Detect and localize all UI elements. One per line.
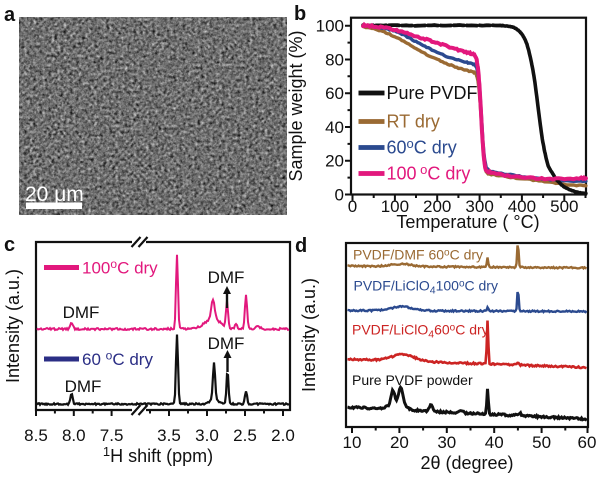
svg-text:40: 40 <box>485 433 504 452</box>
svg-text:60 oC dry: 60 oC dry <box>82 348 153 369</box>
svg-text:DMF: DMF <box>208 334 245 353</box>
svg-text:d: d <box>295 235 307 257</box>
svg-text:60: 60 <box>325 84 344 103</box>
svg-text:20: 20 <box>390 433 409 452</box>
svg-text:60: 60 <box>578 433 597 452</box>
svg-text:20: 20 <box>325 152 344 171</box>
svg-text:0: 0 <box>348 197 357 216</box>
svg-text:500: 500 <box>550 197 578 216</box>
svg-text:b: b <box>294 3 306 25</box>
svg-text:RT dry: RT dry <box>387 112 440 132</box>
svg-text:8.0: 8.0 <box>62 426 86 445</box>
svg-text:3.5: 3.5 <box>157 426 181 445</box>
svg-text:DMF: DMF <box>63 303 100 322</box>
svg-text:100: 100 <box>316 17 344 36</box>
svg-text:PVDF/LiClO4​100o​C dry: PVDF/LiClO4​100o​C dry <box>354 278 498 297</box>
svg-text:8.5: 8.5 <box>24 426 48 445</box>
svg-text:40: 40 <box>325 118 344 137</box>
svg-text:Sample weight (%): Sample weight (%) <box>286 30 306 181</box>
svg-text:7.5: 7.5 <box>100 426 124 445</box>
svg-text:DMF: DMF <box>208 268 245 287</box>
svg-text:3.0: 3.0 <box>195 426 219 445</box>
svg-text:200: 200 <box>423 197 451 216</box>
svg-text:2θ (degree): 2θ (degree) <box>420 453 513 473</box>
svg-text:2.0: 2.0 <box>271 426 295 445</box>
svg-text:300: 300 <box>465 197 493 216</box>
svg-text:2.5: 2.5 <box>233 426 257 445</box>
svg-text:0: 0 <box>335 186 344 205</box>
svg-text:PVDF/DMF 60o​C dry: PVDF/DMF 60o​C dry <box>353 247 483 263</box>
svg-text:100 oC dry: 100 oC dry <box>387 162 471 184</box>
svg-text:DMF: DMF <box>65 377 102 396</box>
svg-text:Pure PVDF powder: Pure PVDF powder <box>352 372 473 388</box>
svg-text:Pure PVDF: Pure PVDF <box>387 83 478 103</box>
svg-text:1H shift (ppm): 1H shift (ppm) <box>103 444 213 466</box>
svg-text:c: c <box>4 234 15 256</box>
svg-text:30: 30 <box>437 433 456 452</box>
svg-text:Temperature ( °C): Temperature ( °C) <box>396 212 539 232</box>
svg-text:50: 50 <box>532 433 551 452</box>
svg-text:PVDF/LiClO4​60o​C dry: PVDF/LiClO4​60o​C dry <box>352 322 489 341</box>
svg-text:Intensity (a.u.): Intensity (a.u.) <box>3 269 23 383</box>
svg-text:100: 100 <box>381 197 409 216</box>
svg-text:400: 400 <box>508 197 536 216</box>
svg-text:a: a <box>4 4 16 26</box>
svg-text:10: 10 <box>343 433 362 452</box>
svg-text:20 μm: 20 μm <box>25 183 84 206</box>
svg-text:60oC dry: 60oC dry <box>387 136 457 158</box>
svg-text:100oC dry: 100oC dry <box>82 257 158 278</box>
svg-text:80: 80 <box>325 51 344 70</box>
svg-text:Intensity (a.u.): Intensity (a.u.) <box>299 278 319 392</box>
